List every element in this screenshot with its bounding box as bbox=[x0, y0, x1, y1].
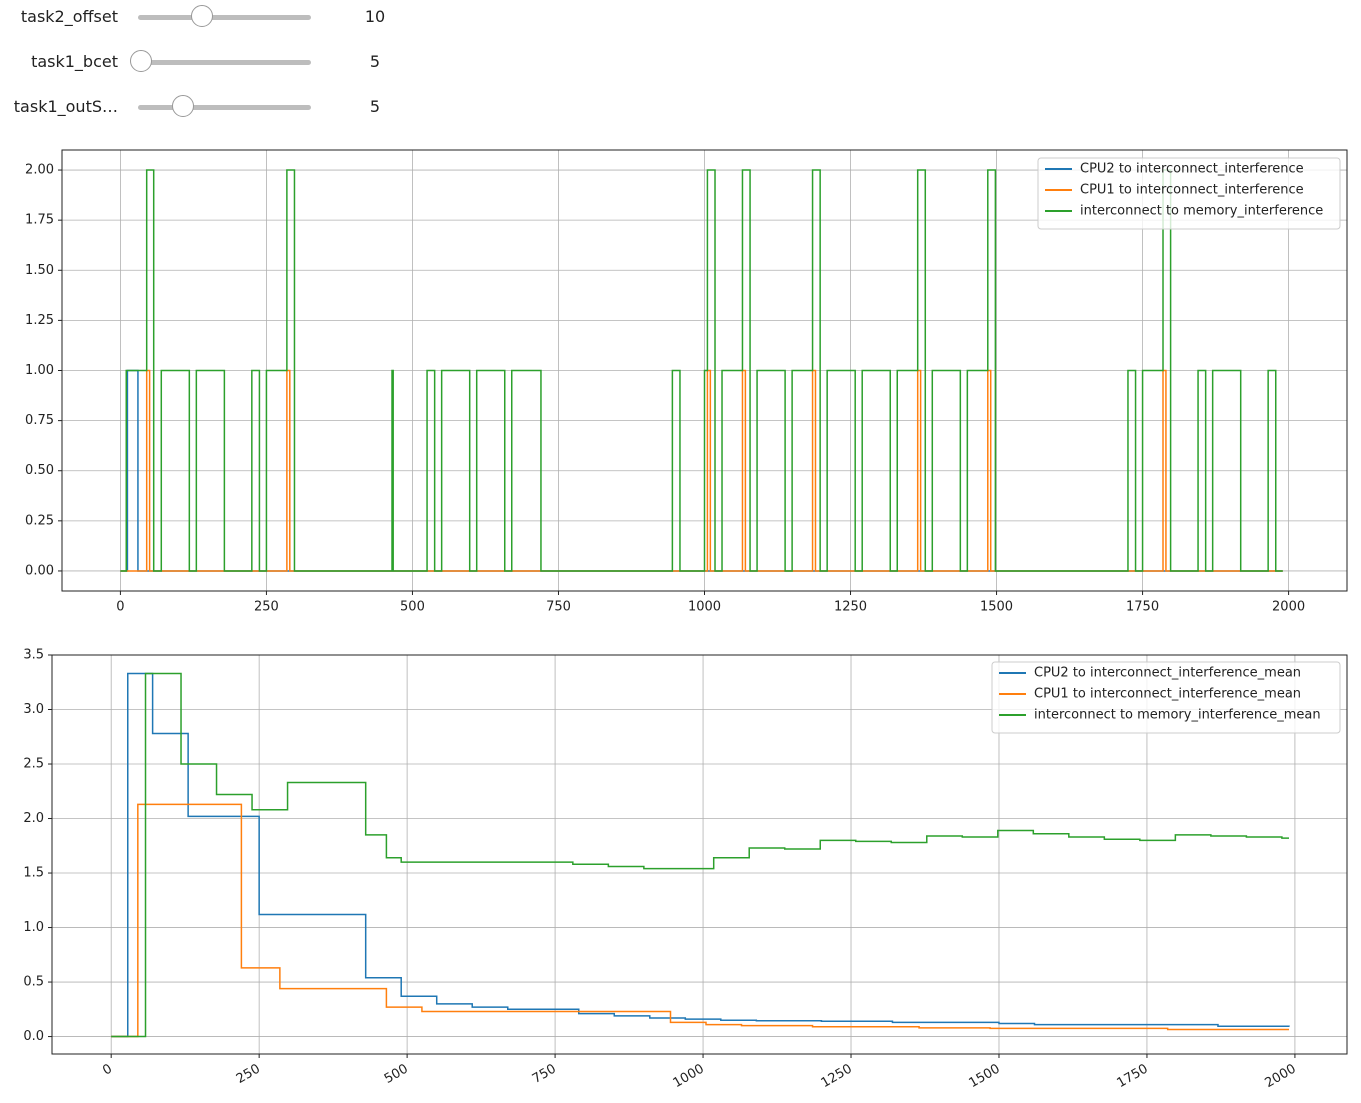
legend-label: CPU2 to interconnect_interference_mean bbox=[1034, 666, 1301, 681]
x-tick-label: 750 bbox=[530, 1062, 559, 1087]
x-tick-label: 1250 bbox=[834, 600, 867, 615]
slider-row[interactable]: task1_outS… 5 bbox=[0, 92, 420, 122]
slider-label: task2_offset bbox=[20, 7, 118, 26]
x-tick-label: 250 bbox=[234, 1062, 263, 1087]
x-tick-label: 1750 bbox=[1115, 1062, 1151, 1092]
x-tick-label: 2000 bbox=[1263, 1062, 1299, 1092]
y-tick-label: 0.25 bbox=[25, 513, 54, 528]
y-tick-label: 0.50 bbox=[25, 463, 54, 478]
slider-track[interactable] bbox=[138, 15, 311, 20]
slider-label: task1_bcet bbox=[31, 52, 118, 71]
y-tick-label: 3.0 bbox=[23, 702, 44, 717]
series-line bbox=[111, 803, 1289, 1038]
y-tick-label: 3.5 bbox=[23, 648, 44, 663]
y-tick-label: 0.5 bbox=[23, 975, 44, 990]
legend-label: CPU1 to interconnect_interference_mean bbox=[1034, 687, 1301, 702]
x-tick-label: 1000 bbox=[671, 1062, 707, 1092]
slider-row[interactable]: task2_offset 10 bbox=[0, 2, 420, 32]
slider-label: task1_outS… bbox=[13, 97, 118, 116]
y-tick-label: 1.50 bbox=[25, 263, 54, 278]
x-tick-label: 2000 bbox=[1272, 600, 1305, 615]
legend-box bbox=[1037, 157, 1341, 230]
slider-thumb[interactable] bbox=[130, 50, 152, 72]
x-tick-label: 1000 bbox=[688, 600, 721, 615]
plot-frame bbox=[51, 654, 1348, 1055]
y-tick-label: 2.00 bbox=[25, 163, 54, 178]
legend-label: CPU1 to interconnect_interference bbox=[1080, 183, 1304, 198]
y-tick-label: 1.0 bbox=[23, 920, 44, 935]
slider-thumb[interactable] bbox=[172, 95, 194, 117]
x-tick-label: 1500 bbox=[980, 600, 1013, 615]
plot-frame bbox=[61, 149, 1348, 592]
legend-box bbox=[991, 661, 1341, 734]
slider-value: 5 bbox=[369, 52, 381, 71]
x-tick-label: 500 bbox=[400, 600, 425, 615]
x-tick-label: 1250 bbox=[819, 1062, 855, 1092]
slider-row[interactable]: task1_bcet 5 bbox=[0, 47, 420, 77]
y-tick-label: 0.75 bbox=[25, 413, 54, 428]
y-tick-label: 1.75 bbox=[25, 213, 54, 228]
x-tick-label: 0 bbox=[116, 600, 124, 615]
x-tick-label: 1750 bbox=[1126, 600, 1159, 615]
y-tick-label: 2.0 bbox=[23, 811, 44, 826]
legend-label: CPU2 to interconnect_interference bbox=[1080, 162, 1304, 177]
slider-value: 5 bbox=[369, 97, 381, 116]
x-tick-label: 750 bbox=[546, 600, 571, 615]
y-tick-label: 0.0 bbox=[23, 1029, 44, 1044]
series-line bbox=[111, 672, 1289, 1038]
y-tick-label: 1.5 bbox=[23, 866, 44, 881]
x-tick-label: 1500 bbox=[967, 1062, 1003, 1092]
x-tick-label: 0 bbox=[100, 1062, 115, 1079]
slider-track[interactable] bbox=[138, 60, 311, 65]
x-tick-label: 500 bbox=[382, 1062, 411, 1087]
series-line bbox=[111, 672, 1290, 1038]
series-line bbox=[120, 169, 1283, 572]
legend-label: interconnect to memory_interference_mean bbox=[1034, 708, 1321, 723]
y-tick-label: 0.00 bbox=[25, 563, 54, 578]
slider-track[interactable] bbox=[138, 105, 311, 110]
y-tick-label: 1.25 bbox=[25, 313, 54, 328]
legend-label: interconnect to memory_interference bbox=[1080, 204, 1323, 219]
slider-thumb[interactable] bbox=[191, 5, 213, 27]
slider-value: 10 bbox=[364, 7, 386, 26]
y-tick-label: 2.5 bbox=[23, 757, 44, 772]
series-line bbox=[120, 369, 1283, 572]
x-tick-label: 250 bbox=[254, 600, 279, 615]
y-tick-label: 1.00 bbox=[25, 363, 54, 378]
